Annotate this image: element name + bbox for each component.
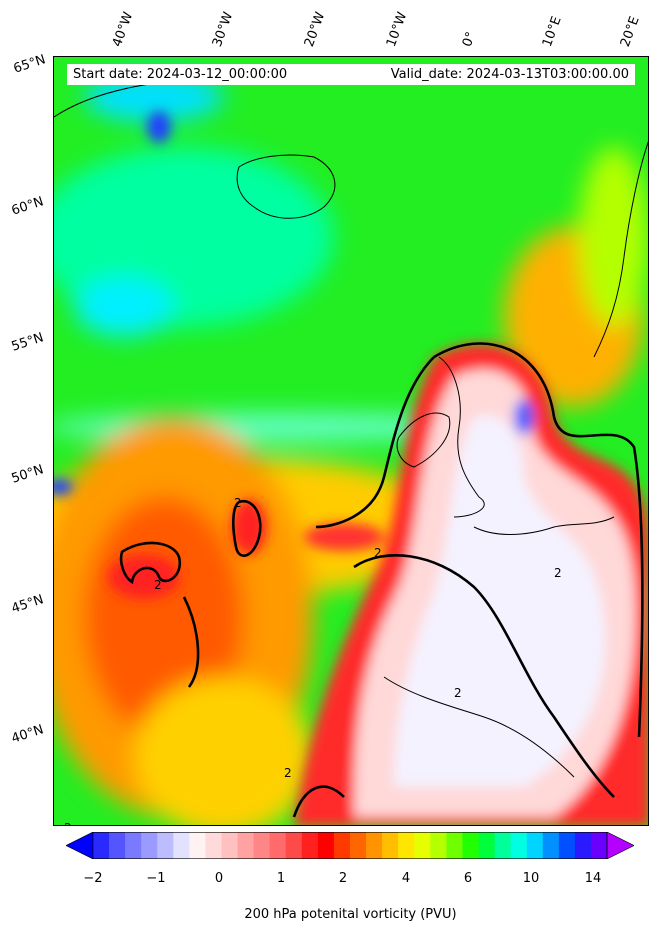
contour-label: 2 — [374, 546, 382, 560]
pv2-contour-cutoff-mid — [232, 499, 262, 557]
colorbar — [66, 832, 634, 859]
contour-label: 2 — [64, 821, 72, 826]
britain-outline — [438, 356, 485, 518]
colorbar-segment — [558, 832, 576, 859]
colorbar-title: 200 hPa potenital vorticity (PVU) — [244, 907, 457, 922]
field-red-orange-core — [84, 497, 244, 737]
colorbar-segment — [221, 832, 239, 859]
colorbar-tick: 1 — [276, 871, 286, 886]
colorbar-segment — [301, 832, 319, 859]
colorbar-segment — [253, 832, 271, 859]
colorbar-segment — [350, 832, 367, 859]
colorbar-segment — [93, 832, 110, 859]
colorbar-frame — [92, 832, 608, 859]
colorbar-segment — [189, 832, 206, 859]
lon-label-40w: 40°W — [109, 10, 137, 49]
colorbar-tick: 2 — [338, 871, 348, 886]
pv2-contour-inner — [353, 554, 615, 798]
lon-label-30w: 30°W — [209, 10, 237, 49]
colorbar-tick: 0 — [214, 871, 224, 886]
colorbar-segment — [510, 832, 528, 859]
blue-spot-west — [54, 479, 73, 495]
field-yellow-south — [134, 677, 314, 825]
cutoff-west — [108, 555, 180, 599]
colorbar-segment — [590, 832, 608, 859]
colorbar-segment — [173, 832, 190, 859]
lon-label-10w: 10°W — [383, 10, 411, 49]
colorbar-segment — [366, 832, 383, 859]
colorbar-tick: 6 — [463, 871, 473, 886]
colorbar-segment — [109, 832, 126, 859]
lat-label-65n: 65°N — [11, 52, 48, 77]
lat-label-60n: 60°N — [9, 194, 46, 219]
colorbar-segment — [478, 832, 496, 859]
colorbar-segment — [398, 832, 415, 859]
contour-label: 2 — [154, 578, 162, 592]
lat-label-50n: 50°N — [9, 462, 46, 487]
blue-spot-north — [514, 399, 534, 435]
colorbar-segment — [414, 832, 431, 859]
contour-label: 2 — [284, 766, 292, 780]
colorbar-segment — [462, 832, 479, 859]
colorbar-segment — [205, 832, 222, 859]
pv-field-map: 2 2 2 2 2 2 2 — [54, 57, 648, 826]
lat-label-45n: 45°N — [9, 592, 46, 617]
colorbar-segment — [125, 832, 142, 859]
colorbar-tick: −1 — [146, 871, 166, 886]
pv2-contour-main — [433, 342, 644, 738]
pv2-contour-south — [292, 785, 345, 818]
colorbar-tick: 4 — [401, 871, 411, 886]
contour-label: 2 — [554, 566, 562, 580]
colorbar-segment — [237, 832, 255, 859]
lat-label-55n: 55°N — [9, 330, 46, 355]
colorbar-extend-high — [606, 832, 634, 859]
lon-label-10e: 10°E — [539, 14, 565, 50]
contour-label: 2 — [454, 686, 462, 700]
colorbar-segment — [333, 832, 351, 859]
start-date-label: Start date: 2024-03-12_00:00:00 — [73, 67, 288, 82]
lon-label-20w: 20°W — [301, 10, 329, 49]
iceland-outline — [236, 154, 336, 219]
lon-label-20e: 20°E — [617, 14, 643, 50]
colorbar-tick: −2 — [83, 871, 103, 886]
iberia-coast — [383, 676, 575, 778]
colorbar-tick: 14 — [584, 871, 602, 886]
lon-label-0: 0° — [459, 29, 480, 49]
colorbar-segment — [157, 832, 174, 859]
colorbar-segment — [382, 832, 399, 859]
colorbar-segment — [285, 832, 303, 859]
trough-white — [394, 415, 606, 787]
colorbar-segment — [317, 832, 335, 859]
pv2-contour-west-arc — [182, 596, 200, 688]
colorbar-segment — [494, 832, 512, 859]
colorbar-segment — [542, 832, 560, 859]
streak-mid — [304, 523, 384, 551]
colorbar-segment — [526, 832, 544, 859]
europe-north-coast — [473, 516, 615, 535]
ireland-outline — [396, 412, 451, 468]
field-yellowgreen-east — [579, 147, 648, 327]
header-box: Start date: 2024-03-12_00:00:00 Valid_da… — [67, 64, 635, 85]
pv2-contour-west-edge — [315, 356, 435, 529]
pv2-contour-cutoff-west — [119, 541, 182, 585]
colorbar-segment — [574, 832, 592, 859]
colorbar-segment — [141, 832, 158, 859]
blue-spot-atlantic — [147, 111, 171, 143]
map-panel: 2 2 2 2 2 2 2 — [53, 56, 649, 826]
valid-date-label: Valid_date: 2024-03-13T03:00:00.00 — [390, 67, 629, 82]
field-anomaly-cyan-west — [74, 277, 174, 337]
colorbar-tick: 10 — [522, 871, 540, 886]
colorbar-segment — [269, 832, 287, 859]
lat-label-40n: 40°N — [9, 722, 46, 747]
colorbar-extend-low — [66, 832, 94, 859]
colorbar-segment — [446, 832, 463, 859]
contour-label: 2 — [234, 496, 242, 510]
norway-coast — [593, 141, 648, 358]
colorbar-segment — [430, 832, 447, 859]
